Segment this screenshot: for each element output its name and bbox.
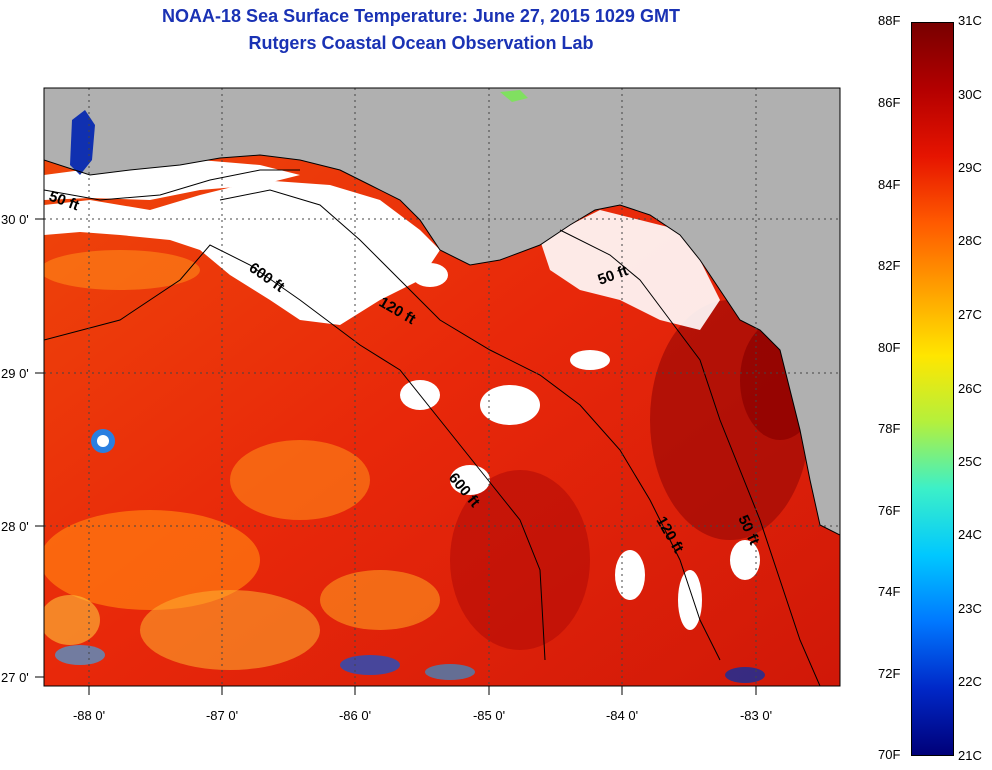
cold-spot bbox=[340, 655, 400, 675]
fahrenheit-label: 88F bbox=[878, 13, 901, 28]
fahrenheit-label: 80F bbox=[878, 340, 901, 355]
bay-inlet bbox=[70, 110, 95, 175]
fahrenheit-label: 72F bbox=[878, 666, 901, 681]
celsius-label: 25C bbox=[958, 454, 982, 469]
map-frame bbox=[43, 87, 841, 687]
cloud-patch bbox=[480, 385, 540, 425]
cool-water-patch bbox=[44, 510, 260, 610]
cloud-patch bbox=[412, 263, 448, 287]
y-tick-label: 30 0' bbox=[1, 212, 29, 227]
contour-line-50ft-east bbox=[559, 229, 821, 686]
warm-water-patch bbox=[450, 470, 590, 650]
x-tick-label: -87 0' bbox=[206, 708, 238, 723]
celsius-label: 29C bbox=[958, 160, 982, 175]
celsius-label: 28C bbox=[958, 233, 982, 248]
x-tick-label: -85 0' bbox=[473, 708, 505, 723]
cloud-patch bbox=[570, 350, 610, 370]
coastline bbox=[44, 154, 840, 536]
celsius-label: 26C bbox=[958, 381, 982, 396]
cloud-patch bbox=[97, 435, 109, 447]
cold-spot bbox=[725, 667, 765, 683]
contour-line-600ft bbox=[44, 244, 546, 661]
celsius-label: 31C bbox=[958, 13, 982, 28]
celsius-label: 21C bbox=[958, 748, 982, 763]
contour-line-50ft bbox=[44, 169, 300, 201]
cool-water-patch bbox=[140, 590, 320, 670]
cloud-patch bbox=[615, 550, 645, 600]
map-title: NOAA-18 Sea Surface Temperature: June 27… bbox=[162, 6, 680, 26]
fahrenheit-label: 76F bbox=[878, 503, 901, 518]
cool-water-patch bbox=[44, 595, 100, 645]
celsius-label: 23C bbox=[958, 601, 982, 616]
x-tick-label: -86 0' bbox=[339, 708, 371, 723]
cloud-cover-east bbox=[540, 210, 720, 330]
cloud-patch bbox=[450, 465, 490, 495]
x-tick-label: -88 0' bbox=[73, 708, 105, 723]
contour-line-120ft bbox=[219, 189, 721, 661]
inland-water bbox=[500, 90, 528, 102]
fahrenheit-label: 78F bbox=[878, 421, 901, 436]
cold-spot bbox=[55, 645, 105, 665]
x-tick-label: -83 0' bbox=[740, 708, 772, 723]
cold-spot bbox=[425, 664, 475, 680]
celsius-label: 27C bbox=[958, 307, 982, 322]
fahrenheit-label: 82F bbox=[878, 258, 901, 273]
cloud-patch bbox=[678, 570, 702, 630]
fahrenheit-label: 74F bbox=[878, 584, 901, 599]
map-grid bbox=[44, 88, 840, 686]
y-tick-label: 29 0' bbox=[1, 366, 29, 381]
temperature-colorbar bbox=[911, 22, 954, 756]
celsius-label: 22C bbox=[958, 674, 982, 689]
cloud-cover-north bbox=[44, 180, 440, 325]
axis-ticks bbox=[35, 218, 757, 695]
cool-water-patch bbox=[230, 440, 370, 520]
cool-water-patch bbox=[320, 570, 440, 630]
fahrenheit-label: 84F bbox=[878, 177, 901, 192]
cool-water-patch bbox=[44, 250, 200, 290]
fahrenheit-label: 86F bbox=[878, 95, 901, 110]
land-mass bbox=[44, 88, 840, 535]
cloud-patch bbox=[730, 540, 760, 580]
map-subtitle: Rutgers Coastal Ocean Observation Lab bbox=[248, 33, 594, 53]
celsius-label: 24C bbox=[958, 527, 982, 542]
celsius-label: 30C bbox=[958, 87, 982, 102]
map-plot-area: 50 ft 600 ft 120 ft 50 ft 600 ft 120 ft … bbox=[44, 88, 840, 686]
x-tick-label: -84 0' bbox=[606, 708, 638, 723]
fahrenheit-label: 70F bbox=[878, 747, 901, 762]
y-tick-label: 28 0' bbox=[1, 519, 29, 534]
y-tick-label: 27 0' bbox=[1, 670, 29, 685]
